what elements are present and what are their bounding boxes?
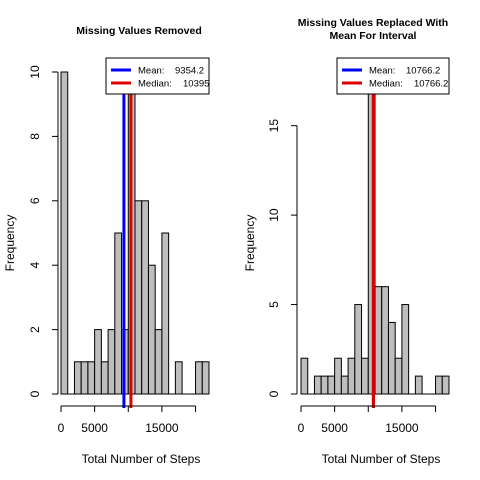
- chart2-title-line: Missing Values Replaced With: [298, 17, 448, 29]
- chart2-y-tick-label: 0: [267, 390, 281, 397]
- chart2-y-tick-label: 5: [267, 301, 281, 308]
- chart1-legend-label: Mean:: [138, 66, 164, 77]
- chart1-y-tick-label: 4: [28, 262, 42, 269]
- chart2-x-tick-label: 5000: [321, 421, 348, 435]
- chart1-legend-label: Median:: [138, 79, 172, 90]
- chart2-bar: [300, 357, 309, 395]
- chart1-legend-value: 9354.2: [175, 66, 204, 77]
- chart1-bar: [114, 232, 123, 395]
- chart1-bar: [80, 361, 89, 395]
- chart1-y-tick-label: 8: [28, 133, 42, 140]
- chart1-y-tick-label: 0: [28, 390, 42, 397]
- chart1-x-tick-label: 0: [58, 421, 65, 435]
- chart2-bar: [327, 375, 336, 395]
- chart2-legend-box: [336, 57, 450, 95]
- chart1-bar: [107, 329, 116, 395]
- chart2-y-tick-label: 10: [267, 208, 281, 222]
- chart1-y-axis-title: Frequency: [3, 215, 17, 272]
- chart1-legend-box: [105, 57, 210, 95]
- chart2-bar: [313, 375, 322, 395]
- chart1-bar: [154, 329, 163, 395]
- chart1-bar: [147, 264, 156, 395]
- chart1-bar: [134, 200, 143, 395]
- chart2-bar: [394, 357, 403, 395]
- chart2-y-axis-title: Frequency: [243, 215, 257, 272]
- chart1-bar: [141, 200, 149, 395]
- chart2-x-axis-title: Total Number of Steps: [322, 452, 441, 466]
- chart2-bar: [414, 375, 423, 395]
- chart1-bar: [100, 361, 109, 395]
- chart2-bar: [387, 321, 396, 395]
- chart1-bar: [174, 361, 183, 395]
- chart1-bar: [87, 361, 96, 395]
- chart2-bar: [374, 286, 383, 395]
- chart1-bar: [73, 361, 82, 395]
- chart2-bar: [361, 357, 369, 395]
- chart2-legend-value: 10766.2: [406, 66, 440, 77]
- chart2-bar: [435, 375, 443, 395]
- chart1-y-tick-label: 6: [28, 197, 42, 204]
- chart1-bar: [201, 361, 210, 395]
- chart1-bar: [94, 329, 102, 395]
- chart2-bar: [354, 304, 363, 395]
- chart2-bar: [401, 304, 410, 395]
- chart1-bar: [161, 232, 170, 395]
- chart2-bar: [381, 286, 389, 395]
- chart1-x-axis-title: Total Number of Steps: [82, 452, 201, 466]
- chart2-bar: [340, 375, 349, 395]
- chart2-bar: [441, 375, 450, 395]
- chart2-bar: [320, 375, 329, 395]
- chart1-bar: [195, 361, 203, 395]
- chart1-x-tick-label: 5000: [81, 421, 108, 435]
- chart2-y-tick-label: 15: [267, 119, 281, 133]
- chart2-legend-value: 10766.2: [414, 79, 448, 90]
- chart1-title: Missing Values Removed: [76, 25, 201, 37]
- chart1-x-tick-label: 15000: [145, 421, 179, 435]
- chart2-title-line: Mean For Interval: [330, 30, 417, 42]
- chart2-x-tick-label: 0: [298, 421, 305, 435]
- chart2-x-tick-label: 15000: [385, 421, 419, 435]
- chart2-bar: [347, 357, 356, 395]
- chart1-y-tick-label: 10: [28, 65, 42, 79]
- chart1-legend-value: 10395: [183, 79, 209, 90]
- chart1-bar: [60, 71, 69, 395]
- chart2-legend-label: Median:: [369, 79, 403, 90]
- chart1-y-tick-label: 2: [28, 326, 42, 333]
- chart2-legend-label: Mean:: [369, 66, 395, 77]
- chart2-bar: [334, 357, 342, 395]
